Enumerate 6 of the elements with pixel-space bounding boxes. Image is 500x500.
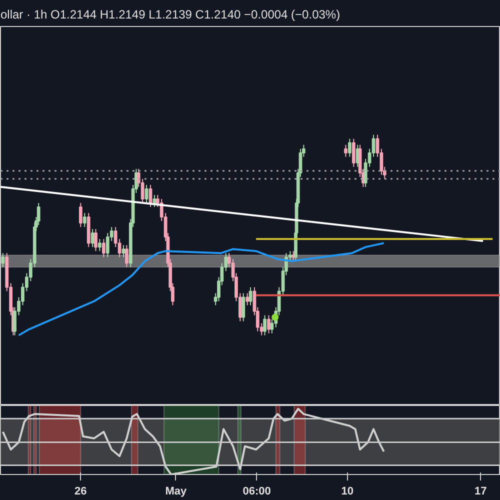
x-tick-label: 10 (341, 486, 354, 498)
x-tick-label: May (165, 486, 188, 498)
x-tick-label: 17 (474, 486, 487, 498)
chart-title: ollar · 1h O1.2144 H1.2149 L1.2139 C1.2140 −0.0004 (−0.03%) (0, 8, 340, 22)
x-tick-label: 06:00 (242, 486, 271, 498)
x-tick-label: 26 (74, 486, 87, 498)
